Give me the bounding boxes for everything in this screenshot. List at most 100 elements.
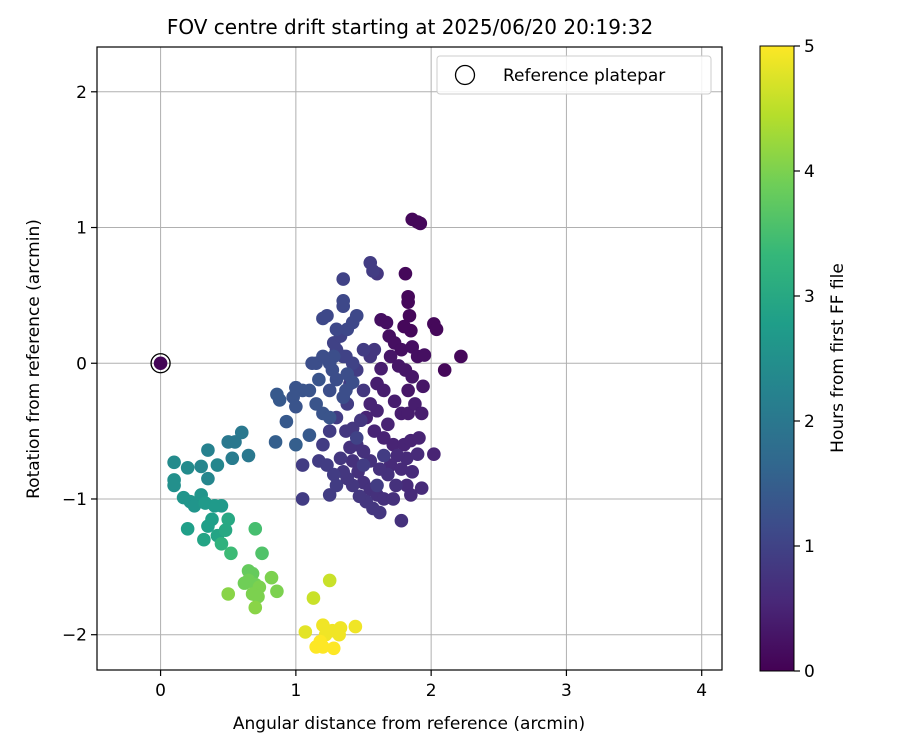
scatter-point [201,471,215,486]
legend-reference-icon [454,64,476,86]
scatter-point [401,406,415,421]
x-axis-label: Angular distance from reference (arcmin) [233,714,585,734]
scatter-point [417,348,432,362]
colorbar-gradient [760,46,794,671]
scatter-point [394,513,409,528]
scatter-point [194,459,208,474]
scatter-point [389,478,403,493]
y-axis-ticks: −2 −1 0 1 2 [62,83,97,646]
scatter-point [289,437,303,452]
scatter-point [363,256,378,270]
scatter-point [401,383,415,398]
colorbar-tick-label: 4 [804,162,815,182]
scatter-point [180,522,195,536]
scatter-point [167,478,181,493]
scatter-point [187,498,202,513]
plot-frame [96,46,723,671]
scatter-point [372,462,387,476]
scatter-point [309,397,323,411]
scatter-point [394,342,409,357]
y-tick-label: −2 [62,626,87,646]
scatter-point [398,266,413,281]
scatter-point [279,414,294,429]
scatter-point [302,428,317,442]
colorbar-tick-label: 5 [804,37,815,57]
scatter-point [225,451,240,466]
scatter-point [270,584,284,599]
scatter-point [329,478,344,493]
scatter-point [376,383,391,398]
scatter-point [379,315,394,330]
x-tick-label: 4 [696,681,707,701]
scatter-point [402,308,417,323]
reference-point-ring [150,353,171,374]
plot-background [97,47,722,670]
colorbar-tick-label: 2 [804,412,815,432]
scatter-point [348,619,363,634]
scatter-point [376,448,391,463]
scatter-point [180,460,195,475]
scatter-point [410,447,425,461]
scatter-point [383,349,398,364]
scatter-point [394,462,409,476]
scatter-point [322,383,337,398]
reference-point [153,356,168,371]
scatter-point [416,379,430,394]
scatter-point [401,295,415,309]
scatter-point [390,448,405,463]
scatter-points [167,212,468,656]
y-tick-label: 0 [76,354,87,374]
scatter-point [386,437,401,452]
scatter-point [353,413,368,428]
scatter-point [316,640,330,654]
scatter-point [322,488,337,502]
scatter-point [305,356,319,371]
colorbar-tick-label: 3 [804,287,815,307]
y-tick-label: 1 [76,219,87,239]
x-tick-label: 2 [426,681,437,701]
colorbar-tick-label: 0 [804,662,815,682]
reference-marker-layer [150,353,171,374]
colorbar-label: Hours from first FF file [828,263,848,453]
colorbar: 0 1 2 3 4 5 Hours from first FF file [759,37,848,682]
x-axis-ticks: 0 1 2 3 4 [155,670,707,701]
scatter-point [343,440,357,455]
scatter-point [205,512,219,527]
scatter-point [326,641,341,656]
y-axis-label: Rotation from reference (arcmin) [24,219,44,499]
scatter-point [405,370,420,384]
scatter-point [320,458,334,472]
scatter-point [329,322,344,337]
scatter-point [356,383,371,398]
scatter-point [414,481,429,495]
scatter-point [255,546,269,561]
colorbar-tick-label: 1 [804,537,815,557]
scatter-point [376,492,391,506]
scatter-point [363,397,378,411]
scatter-point [454,349,468,364]
scatter-point [234,425,249,440]
scatter-point [349,431,364,445]
scatter-point [345,454,360,468]
scatter-point [326,467,341,482]
scatter-point [295,492,310,506]
x-tick-label: 3 [561,681,572,701]
scatter-point [349,308,364,323]
legend-entry-reference: Reference platepar [503,66,665,86]
scatter-point [356,458,371,472]
scatter-point [332,627,346,642]
scatter-point [367,342,382,357]
scatter-point [270,387,284,402]
scatter-point [289,399,303,414]
colorbar-ticks: 0 1 2 3 4 5 [794,37,815,682]
scatter-point [214,536,229,551]
scatter-point [414,406,429,421]
scatter-point [333,451,348,466]
scatter-point [298,625,313,639]
scatter-point [251,589,265,604]
scatter-point [381,417,395,432]
scatter-point [386,492,401,506]
scatter-point [197,532,211,547]
x-tick-label: 0 [155,681,166,701]
